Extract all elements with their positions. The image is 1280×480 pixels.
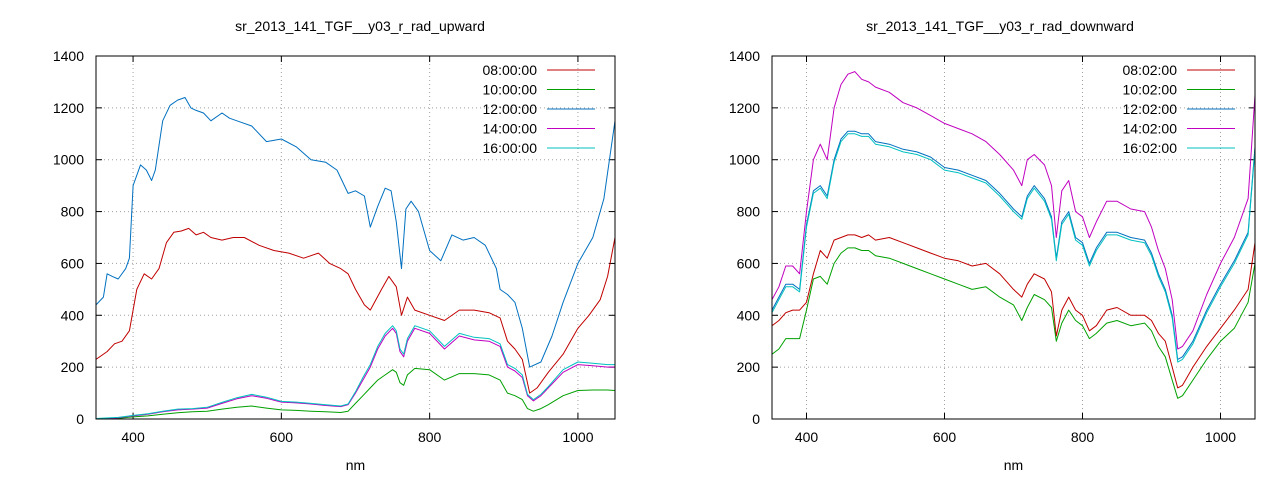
chart-2: sr_2013_141_TGF__y03_r_rad_downward 400 60…	[729, 18, 1256, 473]
series-line-16-00-00	[96, 325, 615, 419]
plot-frame	[771, 55, 1256, 420]
series-line-12-02-00	[772, 130, 1255, 360]
y-tick-label: 800	[737, 204, 761, 220]
y-tick-label: 200	[737, 359, 761, 375]
series-line-08-00-00	[96, 227, 615, 394]
legend-label: 10:02:00	[1123, 82, 1178, 98]
series-group	[96, 97, 615, 419]
legend-label: 12:00:00	[483, 101, 538, 117]
series-group	[772, 71, 1255, 399]
y-tick-label: 400	[737, 307, 761, 323]
x-tick-label: 800	[1071, 429, 1095, 445]
series-line-14-00-00	[96, 327, 615, 419]
x-tick-label: 800	[418, 429, 442, 445]
chart-title: sr_2013_141_TGF__y03_r_rad_upward	[235, 18, 485, 34]
series-line-16-02-00	[772, 133, 1255, 363]
y-tick-label: 800	[61, 204, 85, 220]
y-tick-label: 1000	[53, 152, 84, 168]
series-line-10-00-00	[96, 367, 615, 419]
chart-title: sr_2013_141_TGF__y03_r_rad_downward	[866, 18, 1134, 34]
y-tick-label: 200	[61, 359, 85, 375]
legend-label: 16:00:00	[483, 140, 538, 156]
y-tick-label: 0	[752, 411, 760, 427]
legend-label: 08:02:00	[1123, 62, 1178, 78]
x-tick-label: 600	[933, 429, 957, 445]
x-tick-label: 600	[270, 429, 294, 445]
series-line-08-02-00	[772, 234, 1255, 389]
y-tick-label: 1200	[729, 100, 760, 116]
y-tick-label: 400	[61, 307, 85, 323]
legend-label: 12:02:00	[1123, 101, 1178, 117]
y-tick-label: 1400	[53, 48, 84, 64]
x-tick-label: 400	[121, 429, 145, 445]
x-tick-label: 1000	[562, 429, 593, 445]
x-axis-label: nm	[1004, 457, 1023, 473]
plot-frame	[95, 55, 616, 420]
legend-label: 14:00:00	[483, 121, 538, 137]
legend-label: 10:00:00	[483, 82, 538, 98]
legend-label: 14:02:00	[1123, 121, 1178, 137]
legend: 08:02:00 10:02:00 12:02:00 14:02:00 16:02:00	[1123, 62, 1235, 156]
legend-label: 16:02:00	[1123, 140, 1178, 156]
x-tick-label: 1000	[1205, 429, 1236, 445]
y-tick-label: 1400	[729, 48, 760, 64]
y-tick-label: 0	[76, 411, 84, 427]
chart-1: sr_2013_141_TGF__y03_r_rad_upward 400 600 8…	[53, 18, 616, 473]
series-line-12-00-00	[96, 97, 615, 368]
legend-label: 08:00:00	[483, 62, 538, 78]
series-line-10-02-00	[772, 247, 1255, 399]
series-line-14-02-00	[772, 71, 1255, 350]
y-tick-label: 1200	[53, 100, 84, 116]
legend: 08:00:00 10:00:00 12:00:00 14:00:00 16:00:00	[483, 62, 595, 156]
y-tick-label: 600	[61, 255, 85, 271]
y-tick-label: 1000	[729, 152, 760, 168]
x-tick-label: 400	[795, 429, 819, 445]
x-axis-label: nm	[346, 457, 365, 473]
y-tick-label: 600	[737, 255, 761, 271]
